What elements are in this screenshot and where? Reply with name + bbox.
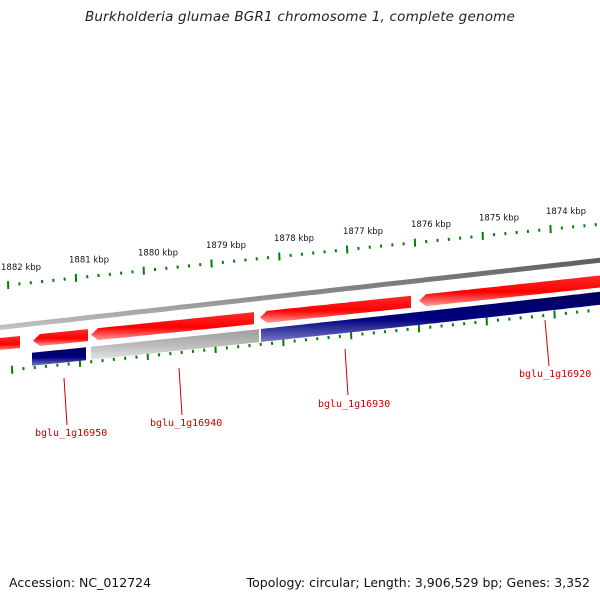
- forward-gene-arrow: [91, 312, 254, 341]
- gene-label-leader: [178, 367, 183, 416]
- forward-gene-arrow: [419, 275, 600, 307]
- reverse-gene-block: [261, 291, 600, 342]
- gene-label: bglu_1g16930: [318, 399, 390, 410]
- scale-label: 1875 kbp: [479, 213, 519, 223]
- genome-title: Burkholderia glumae BGR1 chromosome 1, c…: [84, 9, 516, 25]
- gene-label-leader: [344, 348, 349, 396]
- gene-label-leader: [63, 377, 68, 426]
- gene-features: [0, 275, 600, 366]
- topology-text: Topology: circular; Length: 3,906,529 bp…: [246, 575, 590, 590]
- scale-label: 1880 kbp: [138, 248, 178, 258]
- chromosome-backbone: [0, 257, 600, 330]
- scale-label: 1876 kbp: [411, 220, 451, 230]
- gene-label: bglu_1g16950: [35, 428, 107, 439]
- scale-label: 1879 kbp: [206, 241, 246, 251]
- forward-gene-arrow: [33, 329, 88, 346]
- gene-labels: bglu_1g16950 bglu_1g16940 bglu_1g16930 bglu…: [35, 319, 591, 439]
- accession-text: Accession: NC_012724: [9, 575, 152, 590]
- gene-label: bglu_1g16920: [519, 369, 591, 380]
- scale-ticks-inner: [11, 309, 590, 374]
- scale-label: 1881 kbp: [69, 256, 109, 266]
- scale-label: 1877 kbp: [343, 227, 383, 237]
- forward-gene-arrow: [0, 336, 20, 350]
- reverse-gene-block: [32, 347, 86, 366]
- scale-label: 1882 kbp: [1, 263, 41, 273]
- scale-label: 1874 kbp: [546, 207, 586, 217]
- scale-labels: 1882 kbp 1881 kbp 1880 kbp 1879 kbp 1878 kbp…: [1, 207, 586, 273]
- backbone-arc: [0, 257, 600, 330]
- scale-label: 1878 kbp: [274, 234, 314, 244]
- gene-label-leader: [544, 319, 550, 367]
- forward-gene-arrow: [260, 295, 411, 323]
- gene-label: bglu_1g16940: [150, 418, 222, 429]
- scale-ticks-outer: [7, 223, 597, 290]
- pseudo-gene-block: [91, 329, 259, 360]
